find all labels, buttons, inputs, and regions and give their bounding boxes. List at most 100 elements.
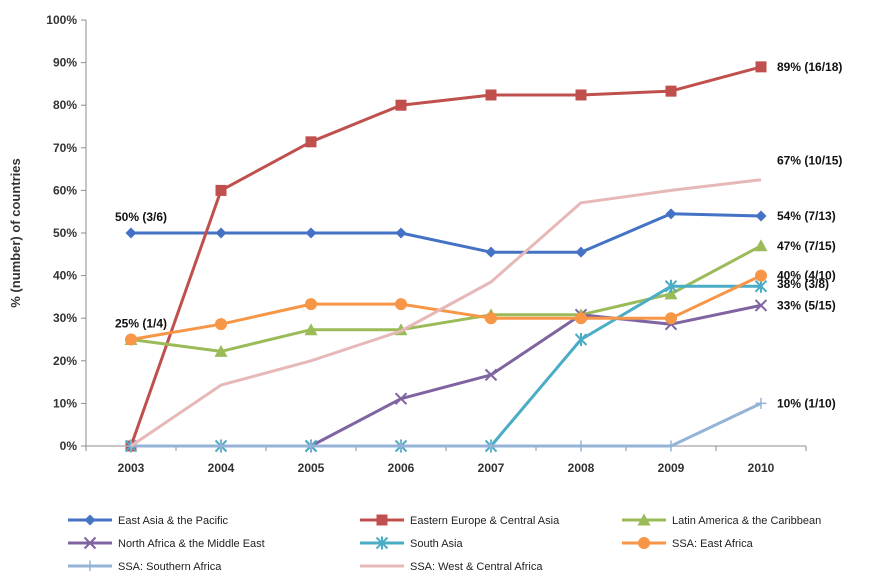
series-line bbox=[130, 274, 762, 341]
data-point bbox=[125, 227, 137, 239]
data-point bbox=[305, 440, 317, 452]
data-point bbox=[395, 227, 407, 239]
series-6 bbox=[125, 397, 767, 452]
data-point bbox=[755, 397, 767, 409]
data-point bbox=[214, 344, 228, 357]
data-point bbox=[665, 208, 677, 220]
y-tick-label: 40% bbox=[53, 269, 77, 283]
y-tick-label: 10% bbox=[53, 396, 77, 410]
data-point bbox=[754, 299, 768, 312]
y-tick-label: 20% bbox=[53, 354, 77, 368]
legend-item: Latin America & the Caribbean bbox=[622, 513, 821, 527]
data-point bbox=[754, 279, 768, 293]
x-tick-label: 2007 bbox=[478, 461, 505, 475]
x-tick-label: 2004 bbox=[208, 461, 235, 475]
annotation-label: 38% (3/8) bbox=[777, 277, 829, 291]
data-point bbox=[304, 323, 318, 336]
legend-marker bbox=[84, 514, 96, 526]
x-tick-label: 2006 bbox=[388, 461, 415, 475]
legend-label: South Asia bbox=[410, 538, 463, 550]
series-5 bbox=[125, 269, 767, 346]
annotation-label: 10% (1/10) bbox=[777, 396, 836, 410]
annotation-label: 47% (7/15) bbox=[777, 239, 836, 253]
annotation-label: 67% (10/15) bbox=[777, 154, 842, 168]
data-point bbox=[575, 440, 587, 452]
data-point bbox=[755, 210, 767, 222]
series-7 bbox=[130, 178, 762, 448]
annotation-label: 40% (4/10) bbox=[777, 269, 836, 283]
data-point bbox=[305, 227, 317, 239]
legend-item: SSA: Southern Africa bbox=[68, 560, 222, 571]
data-point bbox=[305, 136, 317, 148]
x-tick-label: 2009 bbox=[658, 461, 685, 475]
data-point bbox=[215, 184, 227, 196]
y-axis: 0% 10% 20% 30% 40% 50% 60% 70% 80% 90% 100% bbox=[46, 13, 87, 453]
legend-label: Eastern Europe & Central Asia bbox=[410, 515, 560, 527]
legend-item: South Asia bbox=[360, 536, 463, 550]
annotation-label: 25% (1/4) bbox=[115, 317, 167, 331]
legend-marker bbox=[637, 513, 651, 526]
data-point bbox=[305, 298, 317, 311]
series-line bbox=[131, 212, 762, 254]
legend-item: SSA: East Africa bbox=[622, 537, 754, 550]
y-tick-label: 0% bbox=[60, 439, 78, 453]
annotation-label: 54% (7/13) bbox=[777, 209, 836, 223]
series-0 bbox=[125, 208, 767, 258]
series-line bbox=[130, 178, 762, 448]
series-1 bbox=[125, 61, 767, 452]
data-point bbox=[484, 368, 498, 382]
legend-label: Latin America & the Caribbean bbox=[672, 515, 821, 527]
y-tick-label: 30% bbox=[53, 311, 77, 325]
data-point bbox=[394, 392, 408, 405]
data-point bbox=[755, 61, 767, 73]
data-point bbox=[575, 89, 587, 101]
data-point bbox=[215, 227, 227, 239]
legend-label: East Asia & the Pacific bbox=[118, 515, 229, 527]
data-point bbox=[395, 99, 407, 111]
data-point bbox=[664, 279, 678, 293]
series-line bbox=[129, 65, 762, 447]
y-tick-label: 50% bbox=[53, 226, 77, 240]
y-tick-label: 100% bbox=[46, 13, 77, 27]
x-tick-label: 2003 bbox=[118, 461, 145, 475]
y-tick-label: 80% bbox=[53, 98, 77, 112]
legend-marker bbox=[638, 537, 650, 549]
annotation-label: 50% (3/6) bbox=[115, 210, 167, 224]
legend-marker bbox=[375, 536, 389, 550]
data-point bbox=[395, 440, 407, 452]
x-tick-label: 2005 bbox=[298, 461, 325, 475]
annotation-label: 33% (5/15) bbox=[777, 298, 836, 312]
series-line bbox=[130, 244, 762, 353]
legend-item: Eastern Europe & Central Asia bbox=[360, 514, 560, 527]
data-point bbox=[665, 85, 677, 97]
annotation-label: 89% (16/18) bbox=[777, 60, 842, 74]
data-point bbox=[485, 246, 497, 258]
legend: East Asia & the Pacific Eastern Europe & … bbox=[68, 513, 821, 571]
y-tick-label: 70% bbox=[53, 141, 77, 155]
x-tick-label: 2008 bbox=[568, 461, 595, 475]
legend-item: North Africa & the Middle East bbox=[68, 536, 265, 550]
series-layer bbox=[124, 61, 768, 453]
legend-marker bbox=[376, 514, 388, 526]
data-point bbox=[215, 440, 227, 452]
data-point bbox=[215, 318, 227, 331]
data-point bbox=[485, 440, 497, 452]
data-point bbox=[754, 239, 768, 252]
series-line bbox=[310, 303, 762, 448]
series-2 bbox=[124, 239, 768, 357]
legend-item: SSA: West & Central Africa bbox=[360, 561, 543, 571]
y-tick-label: 90% bbox=[53, 56, 77, 70]
series-line bbox=[131, 402, 762, 448]
data-point bbox=[665, 312, 677, 325]
data-point bbox=[575, 246, 587, 258]
data-point bbox=[664, 287, 678, 300]
data-point bbox=[125, 333, 137, 346]
series-3 bbox=[304, 299, 768, 453]
data-point bbox=[755, 269, 767, 282]
legend-marker bbox=[84, 560, 96, 571]
data-point bbox=[574, 333, 588, 346]
data-point bbox=[485, 89, 497, 101]
x-axis: 2003 2004 2005 2006 2007 2008 2009 2010 bbox=[85, 445, 807, 475]
annotations: 89% (16/18) 67% (10/15) 54% (7/13) 47% (7/1… bbox=[115, 60, 842, 411]
